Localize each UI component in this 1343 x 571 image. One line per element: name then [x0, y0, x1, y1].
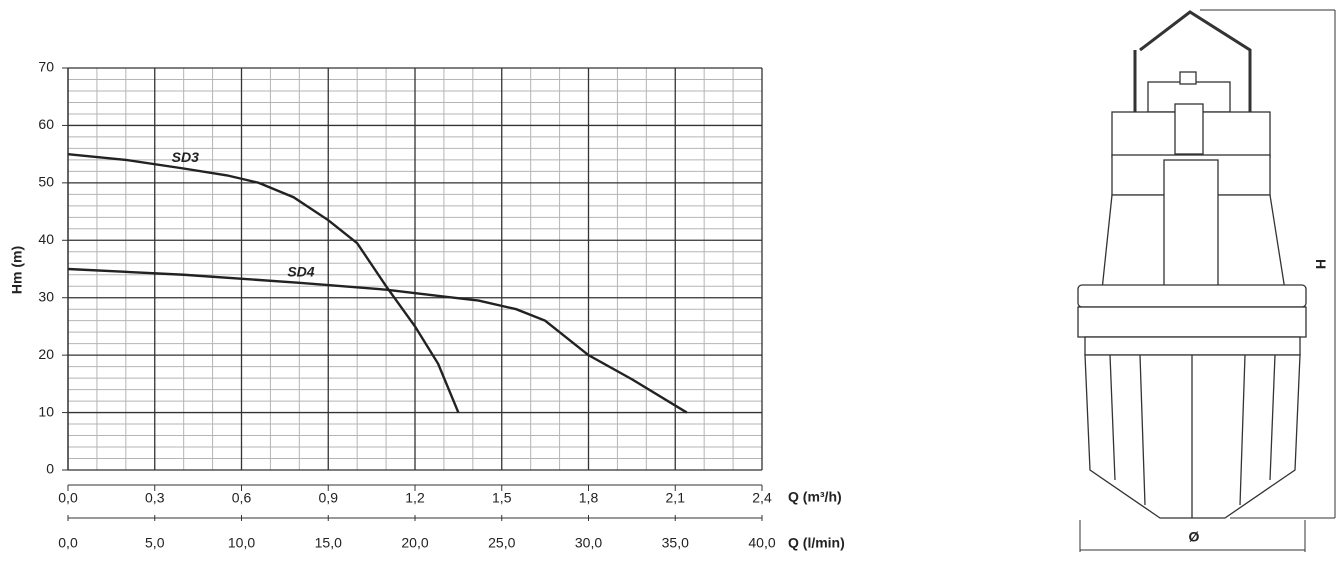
y-tick-label: 0: [46, 461, 54, 477]
x2-tick-label: 20,0: [401, 535, 428, 551]
x-tick-label: 1,2: [405, 490, 425, 506]
flange: [1077, 306, 1307, 338]
pump-illustration: [1077, 9, 1336, 552]
x-tick-label: 2,1: [666, 490, 686, 506]
nozzle: [1174, 103, 1204, 155]
curve: [67, 152, 460, 414]
series-label: SD4: [287, 263, 314, 279]
y-tick-label: 50: [38, 174, 54, 190]
y-tick-label: 20: [38, 346, 54, 362]
x-tick-label: 0,3: [145, 490, 165, 506]
x2-axis-title: Q (l/min): [788, 535, 845, 551]
x2-tick-label: 10,0: [228, 535, 255, 551]
x-tick-label: 0,0: [58, 490, 78, 506]
flange-bottom: [1084, 336, 1301, 356]
x2-tick-label: 35,0: [662, 535, 689, 551]
y-tick-label: 70: [38, 59, 54, 75]
x-tick-label: 1,8: [579, 490, 599, 506]
x2-tick-label: 40,0: [748, 535, 775, 551]
y-tick-label: 30: [38, 288, 54, 304]
x-tick-label: 0,6: [232, 490, 252, 506]
x2-tick-label: 15,0: [315, 535, 342, 551]
flange-top: [1077, 284, 1307, 308]
x-tick-label: 0,9: [319, 490, 339, 506]
y-tick-label: 10: [38, 403, 54, 419]
y-axis-title: Hm (m): [9, 246, 25, 294]
series-label: SD3: [172, 149, 199, 165]
x-axis-title: Q (m³/h): [788, 489, 842, 505]
x2-tick-label: 25,0: [488, 535, 515, 551]
x-tick-label: 2,4: [752, 490, 772, 506]
x2-tick-label: 30,0: [575, 535, 602, 551]
x2-tick-label: 5,0: [145, 535, 165, 551]
height-label: H: [1313, 259, 1329, 269]
y-tick-label: 40: [38, 231, 54, 247]
dimension-lines: [1079, 9, 1336, 552]
curve: [67, 267, 688, 414]
x2-tick-label: 0,0: [58, 535, 78, 551]
diameter-label: Ø: [1189, 529, 1200, 545]
x-tick-label: 1,5: [492, 490, 512, 506]
cage-bars: [1109, 354, 1276, 518]
top-bolt: [1179, 71, 1197, 85]
y-tick-label: 60: [38, 116, 54, 132]
